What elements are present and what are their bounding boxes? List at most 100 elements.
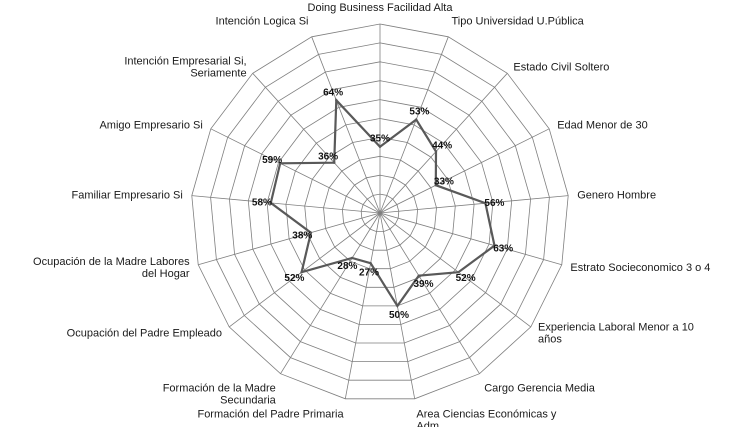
axis-label-line: Seriamente [190,68,246,80]
value-label-12: 52% [284,273,304,284]
axis-label-line: Secundaria [220,394,277,406]
data-point-9 [396,304,399,308]
axis-label-8: Cargo Gerencia Media [484,382,596,394]
series-line [269,97,496,308]
axis-spoke-12 [228,212,381,328]
axis-label-line: Estado Civil Soltero [513,62,609,74]
grid-ring-8 [228,61,532,363]
axis-label-line: Amigo Empresario Si [99,120,202,132]
axis-label-11: Formación de la Madre Secundaria [163,382,277,406]
axis-spoke-6 [379,212,562,266]
axis-label-line: del Hogar [142,268,190,280]
grid-ring-1 [360,193,400,233]
axis-label-14: Familiar Empresario Si [72,190,183,202]
axis-label-1: Doing Business Facilidad Alta [308,2,454,14]
axis-label-3: Estado Civil Soltero [513,62,609,74]
series-layer [269,97,496,308]
data-point-3 [434,150,438,153]
axis-spoke-4 [379,128,550,214]
value-label-5: 56% [484,198,504,209]
axis-spoke-11 [280,212,381,374]
axis-label-line: Adm. [416,421,442,427]
axis-label-13: Ocupación de la Madre Labores del Hogar [33,256,190,280]
data-point-17 [335,99,338,102]
data-point-8 [417,274,420,277]
axis-label-line: Estrato Socieconomico 3 o 4 [570,262,710,274]
data-point-10 [369,262,372,265]
value-label-8: 39% [413,279,433,290]
axis-label-16: Intención Empresarial Si, Seriamente [124,56,246,80]
data-point-1 [378,145,382,148]
axis-label-line: Formación del Padre Primaria [197,409,344,421]
grid-ring-5 [285,118,475,307]
value-label-16: 36% [318,152,338,163]
data-point-13 [309,231,313,234]
axis-spoke-14 [191,195,381,214]
axis-label-line: Tipo Universidad U.Pública [452,15,585,27]
grid-ring-4 [304,136,456,288]
axis-label-line: años [538,333,562,345]
grid-layer [191,23,569,400]
grid-ring-6 [266,99,494,325]
grid-ring-2 [341,174,419,251]
axis-label-line: Doing Business Facilidad Alta [308,2,454,14]
data-point-6 [493,244,496,247]
grid-ring-3 [323,155,437,270]
axis-label-line: Cargo Gerencia Media [484,382,596,394]
grid-ring-7 [247,80,513,344]
value-label-1: 35% [370,133,390,144]
axis-label-line: Experiencia Laboral Menor a 10 [538,321,694,333]
value-label-6: 63% [493,244,513,255]
data-point-2 [415,118,418,121]
value-label-9: 50% [389,310,409,321]
axis-label-10: Formación del Padre Primaria [197,409,344,421]
value-label-17: 64% [323,87,343,98]
axis-spoke-16 [252,73,381,214]
value-label-layer: 35% 53% 44% 33% 56% 63% 52% 39% 50% 27%28% 52% 38% 5… [252,87,513,321]
data-point-15 [279,162,282,165]
data-point-16 [333,161,336,164]
axis-label-17: Intención Logica Si [216,15,309,27]
axis-spoke-3 [379,73,508,214]
axis-label-line: Edad Menor de 30 [557,120,648,132]
axis-label-line: Area Ciencias Económicas y [416,409,557,421]
value-label-10: 27% [359,268,379,279]
axis-spoke-13 [198,212,381,266]
value-label-15: 59% [262,155,282,166]
axis-label-line: Intención Logica Si [216,15,309,27]
axis-spoke-7 [379,212,532,328]
grid-ring-10 [191,23,569,400]
value-label-4: 33% [434,177,454,188]
value-label-14: 58% [252,198,272,209]
axis-spoke-2 [379,36,449,214]
value-label-13: 38% [292,231,312,242]
axis-label-15: Amigo Empresario Si [99,120,202,132]
axis-label-2: Tipo Universidad U.Pública [452,15,585,27]
axis-spoke-15 [210,128,381,214]
axis-label-line: Intención Empresarial Si, [124,56,246,68]
data-point-12 [300,271,303,274]
axis-label-7: Experiencia Laboral Menor a 10 años [538,321,694,345]
axis-spoke-10 [344,212,381,399]
axis-label-6: Estrato Socieconomico 3 o 4 [570,262,710,274]
value-label-7: 52% [456,273,476,284]
axis-spoke-17 [311,36,381,214]
axis-label-5: Genero Hombre [577,190,656,202]
axis-label-line: Ocupación del Padre Empleado [67,327,222,339]
axis-label-line: Formación de la Madre [163,382,276,394]
axis-label-4: Edad Menor de 30 [557,120,648,132]
axis-label-12: Ocupación del Padre Empleado [67,327,222,339]
axis-label-9: Area Ciencias Económicas y Adm. [416,409,557,427]
data-point-5 [484,202,487,205]
value-label-11: 28% [337,261,357,272]
axis-label-line: Familiar Empresario Si [72,190,183,202]
grid-ring-9 [210,42,550,381]
value-label-3: 44% [432,140,452,151]
data-point-4 [434,184,437,187]
axis-spoke-8 [379,212,480,374]
data-point-14 [269,201,272,205]
data-point-7 [457,271,460,274]
